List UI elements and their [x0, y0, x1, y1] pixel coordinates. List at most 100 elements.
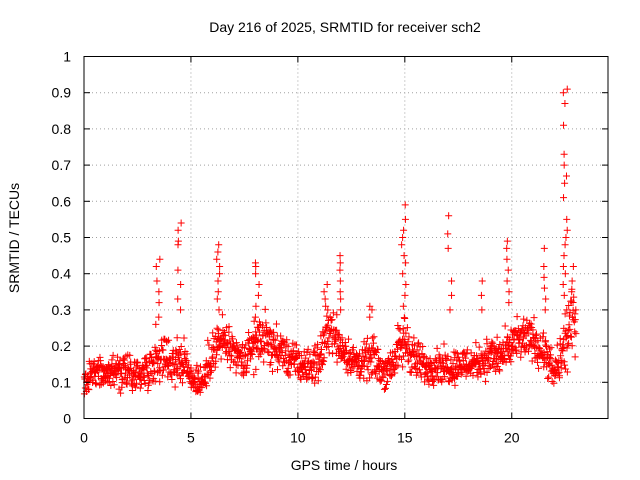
data-point: [294, 371, 302, 379]
data-point: [560, 150, 568, 158]
data-point: [422, 354, 430, 362]
data-point: [314, 368, 322, 376]
data-point: [503, 255, 511, 263]
data-point: [554, 363, 562, 371]
data-point: [410, 334, 418, 342]
data-point: [504, 266, 512, 274]
data-point: [505, 299, 513, 307]
data-point: [225, 348, 233, 356]
data-point: [322, 343, 330, 351]
data-point: [337, 306, 345, 314]
data-point: [324, 342, 332, 350]
data-point: [487, 348, 495, 356]
data-point: [412, 365, 420, 373]
data-point: [349, 344, 357, 352]
data-point: [560, 252, 568, 260]
data-point: [403, 324, 411, 332]
data-point: [482, 377, 490, 385]
data-point: [260, 344, 268, 352]
data-point: [540, 349, 548, 357]
data-point: [255, 328, 263, 336]
data-point: [564, 332, 572, 340]
data-point: [411, 342, 419, 350]
data-point: [569, 299, 577, 307]
data-point: [155, 299, 163, 307]
data-point: [452, 349, 460, 357]
data-point: [415, 339, 423, 347]
data-point: [217, 355, 225, 363]
data-point: [520, 315, 528, 323]
data-point: [540, 284, 548, 292]
data-point: [568, 288, 576, 296]
data-point: [566, 325, 574, 333]
data-point: [257, 338, 265, 346]
data-point: [562, 172, 570, 180]
data-point: [251, 313, 259, 321]
data-point: [571, 328, 579, 336]
data-point: [571, 316, 579, 324]
data-point: [284, 343, 292, 351]
data-point: [557, 352, 565, 360]
data-point: [216, 270, 224, 278]
data-point: [196, 363, 204, 371]
data-point: [310, 347, 318, 355]
data-point: [132, 383, 140, 391]
y-axis-label: SRMTID / TECUs: [6, 183, 22, 293]
data-point: [225, 323, 233, 331]
data-point: [567, 332, 575, 340]
data-point: [347, 369, 355, 377]
data-point: [394, 361, 402, 369]
data-point: [541, 358, 549, 366]
data-point: [270, 328, 278, 336]
data-point: [336, 288, 344, 296]
y-tick-label: 0.1: [52, 374, 72, 390]
data-point: [401, 215, 409, 223]
data-point: [174, 295, 182, 303]
data-point: [565, 312, 573, 320]
data-point: [293, 341, 301, 349]
data-point: [433, 344, 441, 352]
data-point: [368, 334, 376, 342]
data-point: [247, 355, 255, 363]
data-point: [238, 370, 246, 378]
grid-lines: [84, 56, 608, 419]
data-point: [252, 270, 260, 278]
data-point: [289, 347, 297, 355]
data-point: [172, 346, 180, 354]
data-point: [320, 288, 328, 296]
data-point: [221, 331, 229, 339]
data-point: [561, 361, 569, 369]
data-point: [141, 362, 149, 370]
data-point: [232, 369, 240, 377]
data-point: [399, 325, 407, 333]
data-point: [477, 350, 485, 358]
data-point: [370, 333, 378, 341]
data-point: [398, 241, 406, 249]
data-point: [248, 350, 256, 358]
data-point: [472, 339, 480, 347]
data-point: [535, 364, 543, 372]
data-point: [434, 363, 442, 371]
data-point: [570, 293, 578, 301]
data-point: [172, 366, 180, 374]
data-point: [155, 347, 163, 355]
data-point: [151, 377, 159, 385]
data-point: [81, 384, 89, 392]
data-point: [164, 373, 172, 381]
data-point: [565, 301, 573, 309]
data-point: [562, 234, 570, 241]
data-point: [234, 342, 242, 350]
data-point: [401, 315, 409, 323]
data-point: [145, 371, 153, 379]
data-point: [255, 281, 263, 289]
data-point: [563, 368, 571, 376]
data-point: [311, 373, 319, 381]
data-point: [362, 353, 370, 361]
data-point: [376, 377, 384, 385]
data-point: [560, 121, 568, 129]
data-point: [400, 226, 408, 234]
data-point: [572, 330, 580, 338]
data-point: [407, 369, 415, 377]
data-point: [226, 351, 234, 359]
data-point: [134, 359, 142, 367]
